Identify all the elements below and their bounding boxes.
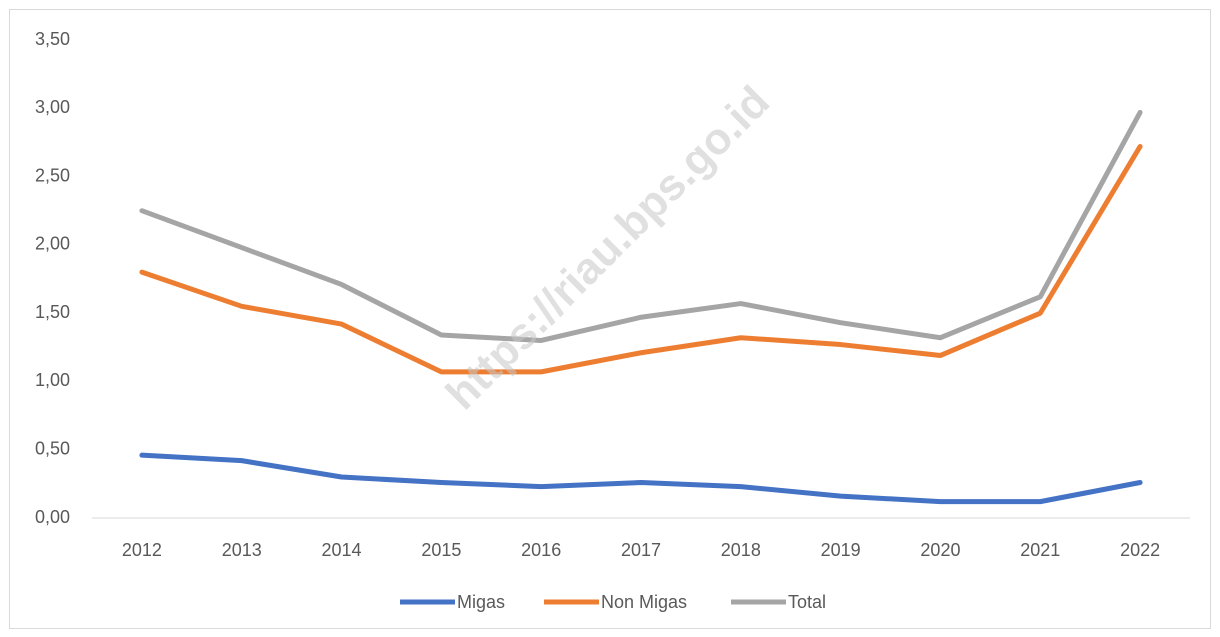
x-tick-label: 2016 bbox=[521, 540, 561, 560]
y-tick-label: 1,50 bbox=[35, 302, 70, 322]
x-tick-label: 2018 bbox=[721, 540, 761, 560]
y-tick-label: 0,50 bbox=[35, 438, 70, 458]
x-tick-label: 2020 bbox=[920, 540, 960, 560]
y-tick-label: 2,00 bbox=[35, 234, 70, 254]
y-tick-label: 3,00 bbox=[35, 97, 70, 117]
x-tick-label: 2019 bbox=[821, 540, 861, 560]
x-tick-label: 2012 bbox=[122, 540, 162, 560]
y-tick-label: 1,00 bbox=[35, 370, 70, 390]
series-line bbox=[139, 144, 1143, 375]
legend-label: Total bbox=[788, 592, 826, 612]
x-tick-label: 2015 bbox=[421, 540, 461, 560]
x-tick-label: 2022 bbox=[1120, 540, 1160, 560]
legend-label: Non Migas bbox=[601, 592, 687, 612]
series-line bbox=[139, 452, 1143, 505]
x-tick-label: 2013 bbox=[222, 540, 262, 560]
y-tick-label: 2,50 bbox=[35, 165, 70, 185]
y-tick-label: 3,50 bbox=[35, 29, 70, 49]
x-tick-label: 2014 bbox=[322, 540, 362, 560]
series-line bbox=[139, 109, 1143, 343]
legend-label: Migas bbox=[457, 592, 505, 612]
x-tick-label: 2017 bbox=[621, 540, 661, 560]
chart-frame bbox=[9, 9, 1211, 629]
y-tick-label: 0,00 bbox=[35, 507, 70, 527]
x-tick-label: 2021 bbox=[1020, 540, 1060, 560]
